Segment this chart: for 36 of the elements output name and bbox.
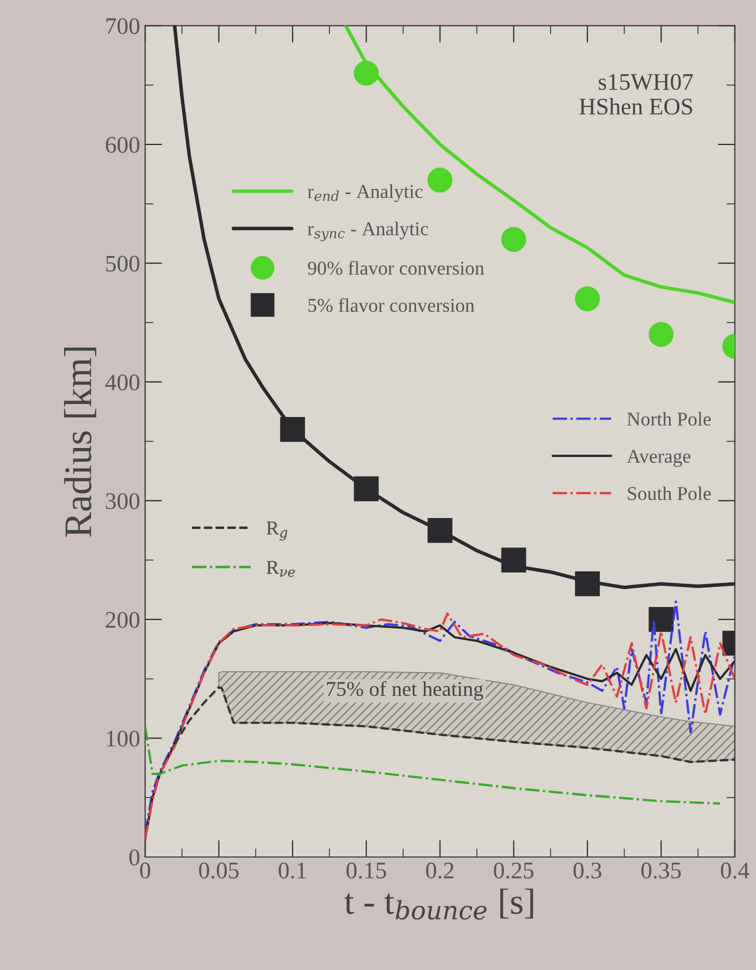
y-tick-label: 0 [129,849,140,866]
y-tick-label: 700 [106,18,140,34]
y-tick-label: 100 [106,730,140,747]
legend-label: 90% flavor conversion [308,260,484,275]
x-axis-title: t - t$_{bounce}$ [s] [344,888,534,920]
annotation: 75% of net heating [327,681,484,700]
y-tick-label: 200 [106,612,140,628]
x-tick-label: 0.4 [720,862,750,879]
y-tick-label: 500 [106,256,140,272]
x-tick-label: 0 [140,862,150,878]
annotation: s15WH07 HShen EOS [579,74,693,115]
y-tick-label: 400 [105,374,140,390]
x-tick-label: 0.3 [574,862,602,879]
x-tick-label: 0.35 [641,862,681,879]
x-tick-label: 0.15 [346,862,386,879]
legend-label: r$_{end}$ - Analytic [308,184,423,202]
point [648,607,674,632]
x-tick-label: 0.2 [426,862,454,879]
x-tick-label: 0.05 [199,862,239,879]
legend-label: r$_{sync}$ - Analytic [308,222,428,242]
legend-label: South Pole [628,486,711,500]
point [501,227,526,252]
point [648,322,674,347]
y-tick-label: 300 [106,493,140,510]
point [574,286,600,312]
x-tick-label: 0.1 [278,862,306,879]
legend-label: R$_{g}$ [266,522,288,540]
legend-label: North Pole [627,412,711,426]
line-series [145,725,722,805]
x-tick-label: 0.25 [494,862,534,879]
point [428,168,452,193]
y-axis-title: Radius [km] [64,348,96,537]
legend-label: 5% flavor conversion [308,298,474,312]
legend-label: R$_{νe}$ [266,560,295,577]
legend-label: Average [626,450,690,467]
y-tick-label: 600 [106,136,140,153]
